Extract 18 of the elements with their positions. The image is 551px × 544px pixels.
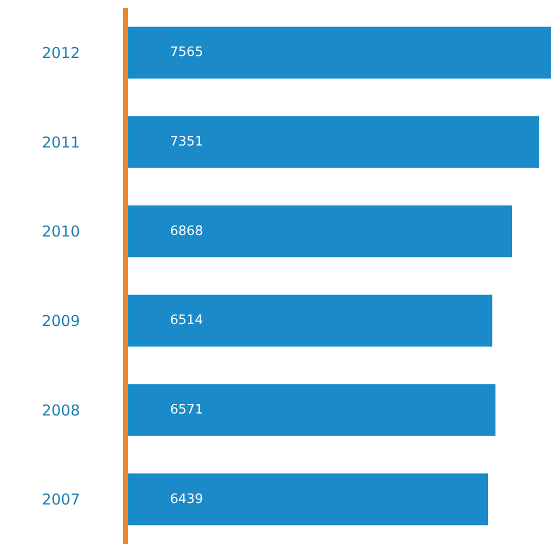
bar	[128, 294, 492, 347]
data-label: 7565	[131, 45, 204, 60]
y-tick-label: 2008	[42, 401, 80, 420]
bar	[128, 205, 512, 258]
data-label: 6571	[131, 402, 204, 418]
bar	[128, 116, 540, 168]
data-label: 6868	[131, 224, 204, 239]
y-tick-label: 2011	[42, 133, 80, 152]
data-label: 6514	[131, 313, 204, 328]
y-tick-label: 2007	[42, 490, 80, 509]
bar	[128, 26, 551, 79]
bar	[128, 384, 496, 436]
data-label: 6439	[131, 492, 204, 507]
y-tick-label: 2010	[42, 222, 80, 241]
y-tick-label: 2012	[42, 44, 80, 62]
bar	[128, 473, 488, 526]
y-tick-label: 2009	[42, 312, 80, 330]
data-label: 7351	[131, 134, 204, 150]
